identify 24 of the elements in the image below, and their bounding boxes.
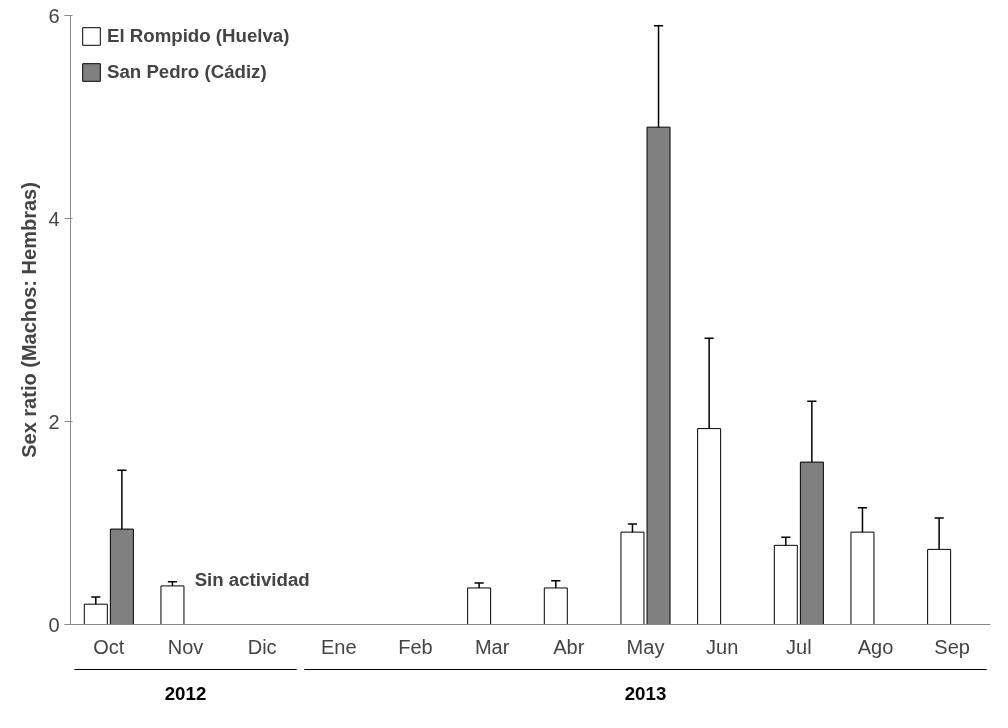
text: 2013 xyxy=(624,683,667,704)
text: 2012 xyxy=(164,683,207,704)
x-tick-label: Ago xyxy=(857,635,894,658)
bar xyxy=(467,587,492,625)
x-tick-label: Abr xyxy=(553,635,585,658)
annotation: Sin actividad xyxy=(194,569,310,591)
y-tick-label: 2 xyxy=(48,410,60,433)
x-tick-label: Oct xyxy=(93,635,125,658)
x-tick-label: Jun xyxy=(706,635,739,658)
x-tick-label: Dic xyxy=(247,635,277,658)
legend-label: San Pedro (Cádiz) xyxy=(107,61,267,83)
x-tick-label: Feb xyxy=(398,635,433,658)
x-tick-label: Mar xyxy=(474,635,510,658)
x-tick-label: Ene xyxy=(321,635,357,658)
y-tick-label: 6 xyxy=(48,4,60,27)
y-tick-label: 4 xyxy=(48,207,60,230)
x-tick-label: Nov xyxy=(167,635,204,658)
y-tick-label: 0 xyxy=(48,613,60,636)
bar xyxy=(160,585,185,625)
y-axis-title: Sex ratio (Machos: Hembras) xyxy=(18,182,41,458)
x-tick-label: Sep xyxy=(934,635,970,658)
legend-label: El Rompido (Huelva) xyxy=(107,25,290,47)
x-tick-label: Jul xyxy=(786,635,812,658)
x-tick-label: May xyxy=(626,635,665,658)
